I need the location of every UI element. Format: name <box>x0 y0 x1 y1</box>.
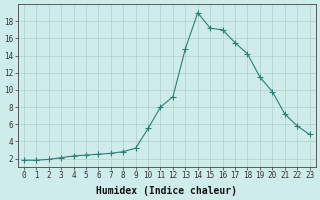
X-axis label: Humidex (Indice chaleur): Humidex (Indice chaleur) <box>96 186 237 196</box>
